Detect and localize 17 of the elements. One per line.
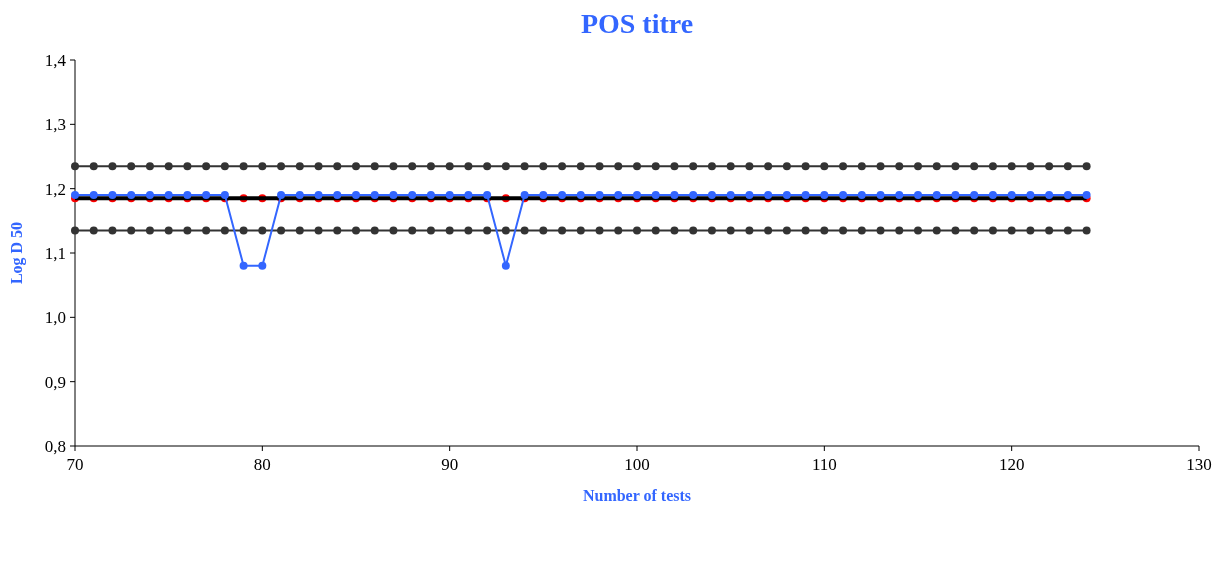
y-tick-label: 1,1 xyxy=(44,243,66,263)
x-tick-label: 90 xyxy=(441,455,459,474)
x-tick-label: 70 xyxy=(66,455,84,474)
x-tick-label: 100 xyxy=(624,455,650,474)
y-tick-label: 1,4 xyxy=(44,50,67,70)
x-axis-title: Number of tests xyxy=(582,487,692,504)
chart-title: POS titre xyxy=(580,8,694,39)
y-tick-label: 0,8 xyxy=(44,436,66,456)
x-tick-label: 110 xyxy=(811,455,837,474)
x-tick-label: 130 xyxy=(1186,455,1212,474)
y-tick-label: 1,0 xyxy=(44,308,66,328)
y-axis-title: Log D 50 xyxy=(8,221,26,285)
x-tick-label: 120 xyxy=(998,455,1025,474)
y-tick-label: 0,9 xyxy=(44,372,66,392)
y-tick-label: 1,3 xyxy=(44,115,66,135)
y-tick-label: 1,2 xyxy=(44,179,66,199)
x-tick-label: 80 xyxy=(253,455,271,474)
